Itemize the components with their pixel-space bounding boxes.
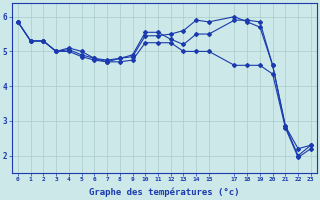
X-axis label: Graphe des températures (°c): Graphe des températures (°c) [89,188,240,197]
